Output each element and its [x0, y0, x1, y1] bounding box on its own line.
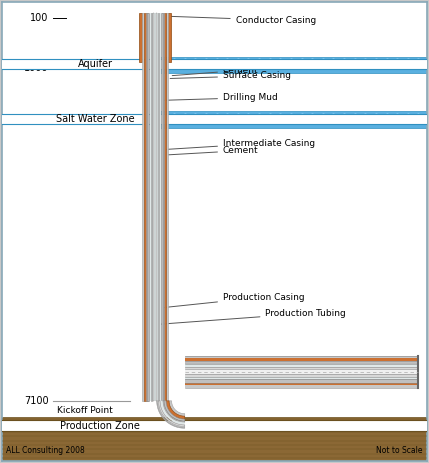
Bar	[139, 13, 142, 62]
Text: 1000: 1000	[24, 63, 49, 73]
Text: Surface Casing: Surface Casing	[170, 71, 291, 80]
Polygon shape	[157, 401, 185, 428]
Text: Kickoff Point: Kickoff Point	[57, 407, 113, 415]
Bar	[185, 361, 418, 382]
Text: Aquifer: Aquifer	[78, 59, 113, 69]
FancyBboxPatch shape	[0, 114, 429, 124]
Text: Salt Water Zone: Salt Water Zone	[56, 114, 135, 124]
Bar	[151, 13, 152, 401]
Text: Conductor Casing: Conductor Casing	[171, 16, 316, 25]
Bar	[185, 363, 418, 381]
Polygon shape	[169, 401, 185, 416]
Bar	[185, 356, 418, 388]
Bar	[155, 56, 427, 73]
Bar	[153, 13, 154, 401]
Polygon shape	[166, 401, 185, 419]
Bar	[142, 13, 145, 401]
Text: 7100: 7100	[24, 396, 49, 406]
Bar	[185, 358, 418, 386]
Bar	[166, 13, 168, 401]
Polygon shape	[160, 401, 185, 425]
Bar	[185, 367, 418, 377]
Text: Not to Scale: Not to Scale	[376, 446, 423, 456]
Bar	[157, 13, 159, 401]
Bar	[155, 111, 427, 128]
Bar	[163, 13, 166, 401]
Bar	[149, 13, 160, 401]
Bar	[2, 417, 427, 461]
Text: Production Tubing: Production Tubing	[160, 309, 346, 324]
Bar	[148, 13, 149, 401]
Bar	[161, 13, 163, 401]
Text: Drilling Mud: Drilling Mud	[163, 93, 278, 102]
Text: Production Casing: Production Casing	[163, 293, 305, 308]
Polygon shape	[164, 401, 185, 421]
Bar	[168, 13, 171, 62]
Bar	[146, 13, 148, 401]
FancyBboxPatch shape	[0, 420, 429, 432]
Text: ALL Consulting 2008: ALL Consulting 2008	[6, 446, 85, 456]
Polygon shape	[158, 401, 185, 426]
FancyBboxPatch shape	[0, 59, 429, 69]
Polygon shape	[163, 401, 185, 422]
Text: 100: 100	[30, 13, 49, 24]
Text: Production Zone: Production Zone	[60, 421, 140, 431]
Bar	[185, 364, 418, 379]
Bar	[162, 13, 164, 401]
Bar	[185, 369, 418, 374]
Text: Cement: Cement	[172, 66, 259, 75]
Bar	[156, 13, 157, 401]
Text: Cement: Cement	[168, 146, 259, 155]
Text: Intermediate Casing: Intermediate Casing	[166, 138, 315, 150]
Text: 2000: 2000	[24, 117, 49, 127]
Bar	[144, 13, 147, 401]
